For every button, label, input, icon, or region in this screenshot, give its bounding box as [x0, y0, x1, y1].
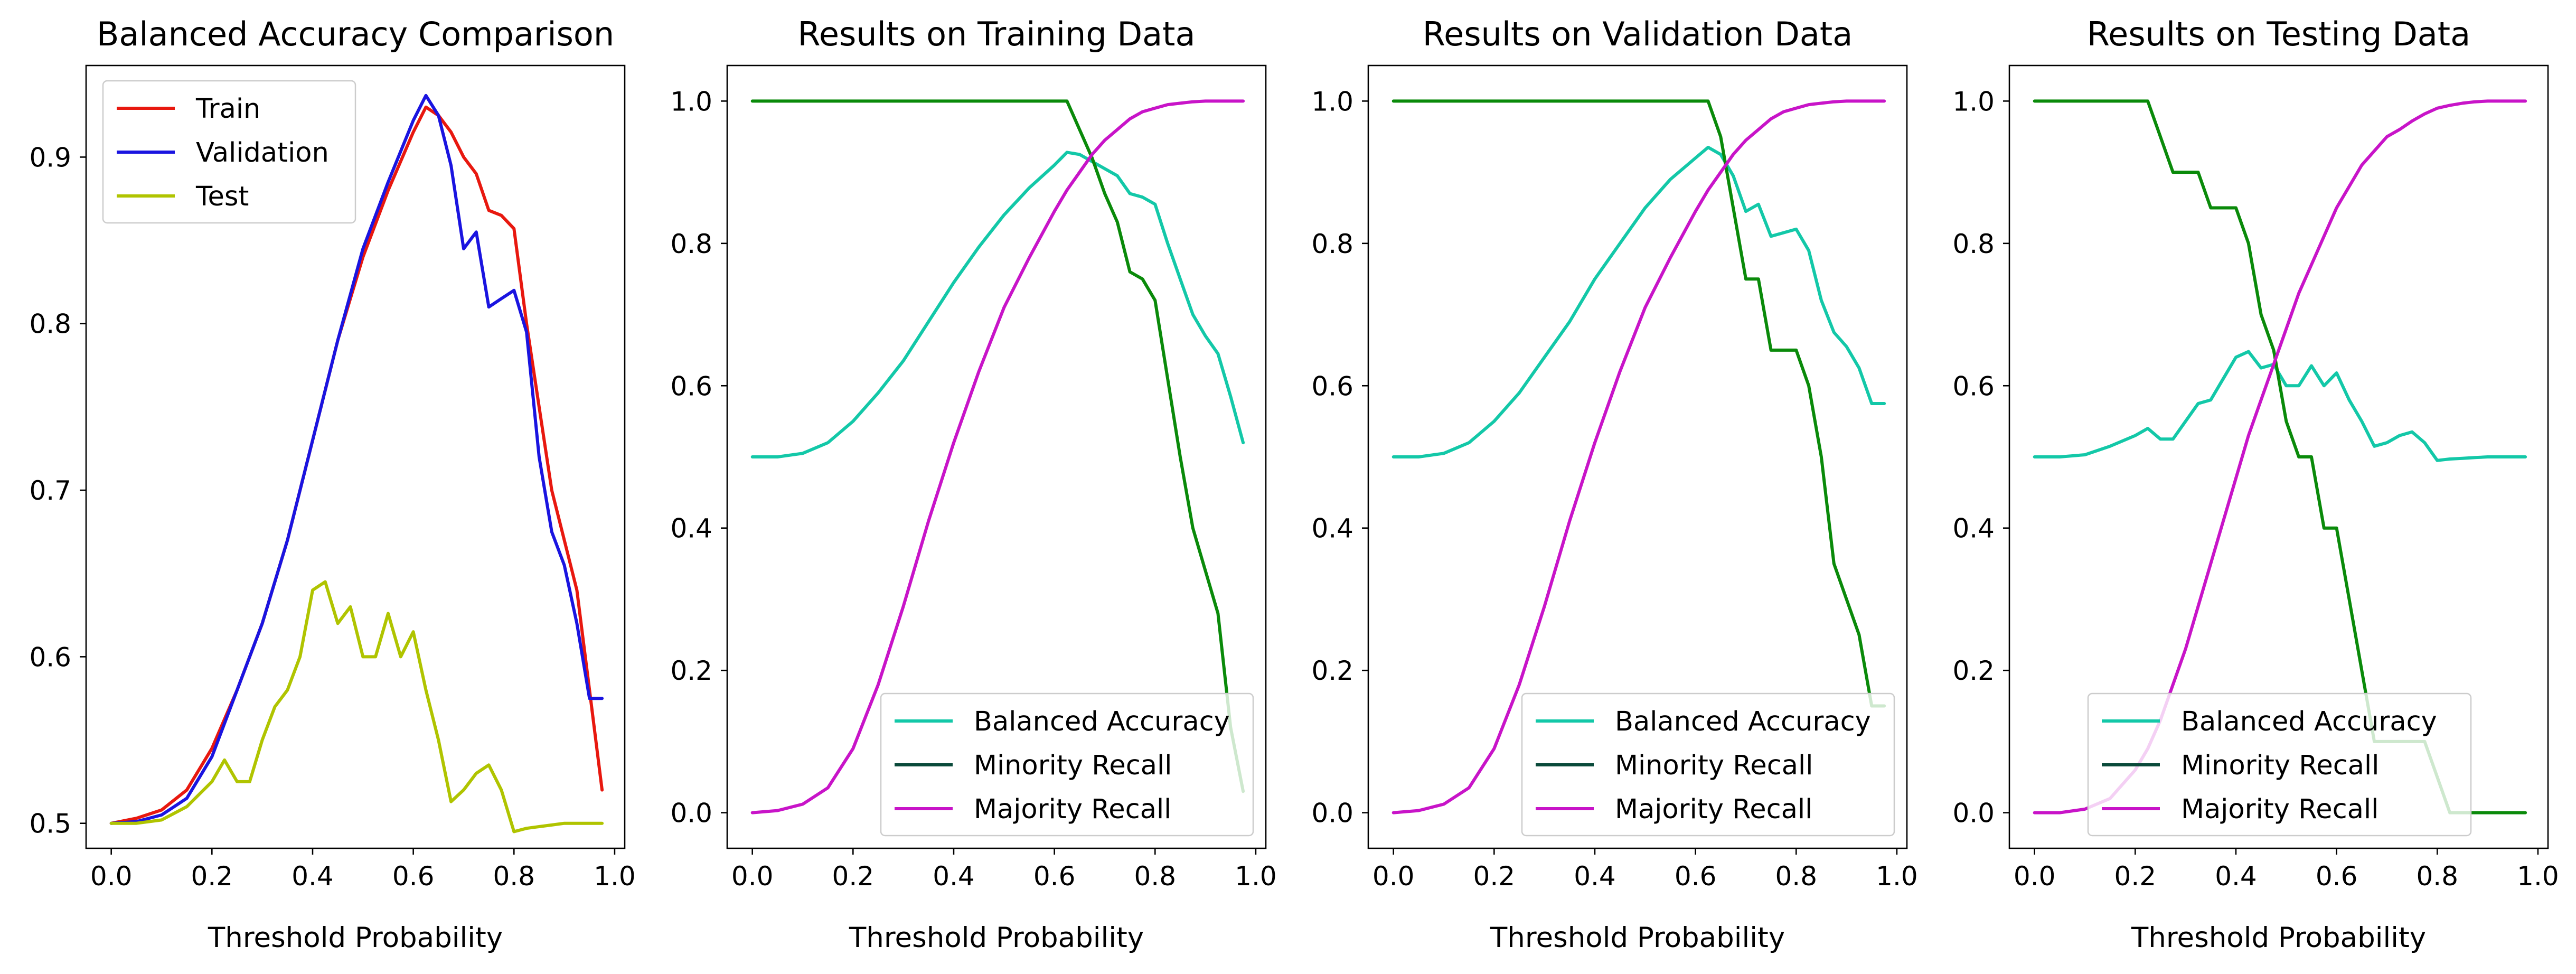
- y-tick-label: 0.4: [670, 513, 712, 544]
- x-tick-label: 0.4: [292, 861, 334, 892]
- y-tick-label: 0.7: [29, 475, 71, 506]
- y-tick-label: 0.9: [29, 142, 71, 173]
- series-line-balanced-accuracy: [2033, 350, 2527, 462]
- y-tick-label: 0.8: [1311, 229, 1353, 259]
- x-tick-label: 0.0: [2014, 861, 2056, 892]
- legend-label: Majority Recall: [974, 794, 1171, 825]
- legend-label: Minority Recall: [974, 750, 1172, 781]
- legend-label: Minority Recall: [2181, 750, 2379, 781]
- chart-title: Balanced Accuracy Comparison: [97, 15, 614, 53]
- legend-label: Balanced Accuracy: [1615, 706, 1871, 737]
- y-tick-label: 0.6: [1311, 371, 1353, 401]
- series-line-balanced-accuracy: [1392, 145, 1886, 458]
- x-tick-label: 0.8: [493, 861, 535, 892]
- y-tick-label: 0.8: [29, 309, 71, 340]
- legend: Train Validation Test: [102, 80, 356, 224]
- x-axis-label: Threshold Probability: [208, 922, 503, 954]
- panel-balanced-accuracy-comparison: Balanced Accuracy Comparison Threshold P…: [29, 15, 635, 954]
- x-tick-label: 1.0: [1876, 861, 1918, 892]
- x-tick-label: 0.2: [832, 861, 875, 892]
- plot-frame: [85, 64, 626, 849]
- panel-testing-results: Results on Testing Data Threshold Probab…: [1952, 15, 2559, 954]
- y-tick-label: 1.0: [670, 86, 712, 117]
- legend-box: [102, 80, 356, 224]
- y-tick-label: 0.0: [670, 798, 712, 829]
- legend-label: Test: [195, 181, 249, 212]
- x-tick-label: 1.0: [1235, 861, 1277, 892]
- legend-box: [1521, 692, 1895, 837]
- x-axis-label: Threshold Probability: [2131, 922, 2426, 954]
- y-tick-label: 0.4: [1952, 513, 1995, 544]
- y-tick-label: 0.6: [29, 642, 71, 672]
- x-tick-label: 0.4: [933, 861, 975, 892]
- x-tick-label: 0.6: [392, 861, 435, 892]
- legend-label: Balanced Accuracy: [974, 706, 1230, 737]
- y-tick-label: 0.2: [1311, 655, 1353, 686]
- legend: Balanced Accuracy Minority Recall Majority…: [880, 692, 1254, 837]
- series-line-validation: [109, 93, 604, 825]
- y-tick-label: 0.8: [1952, 229, 1995, 259]
- x-tick-label: 0.6: [1033, 861, 1076, 892]
- legend: Balanced Accuracy Minority Recall Majority…: [2087, 692, 2472, 837]
- y-tick-label: 0.2: [670, 655, 712, 686]
- panel-training-results: Results on Training Data Threshold Proba…: [670, 15, 1276, 954]
- x-axis-label: Threshold Probability: [1490, 922, 1785, 954]
- plot-frame: [2008, 64, 2549, 849]
- y-tick-label: 0.0: [1311, 798, 1353, 829]
- y-tick-label: 0.6: [1952, 371, 1995, 401]
- y-tick-label: 0.6: [670, 371, 712, 401]
- legend-label: Majority Recall: [2181, 794, 2378, 825]
- legend-label: Validation: [196, 137, 329, 168]
- panel-validation-results: Results on Validation Data Threshold Pro…: [1311, 15, 1917, 954]
- chart-title: Results on Testing Data: [2087, 15, 2470, 53]
- plot-frame: [726, 64, 1267, 849]
- y-tick-label: 0.4: [1311, 513, 1353, 544]
- series-line-majority-recall: [1392, 99, 1886, 814]
- series-line-majority-recall: [750, 99, 1245, 814]
- x-tick-label: 0.2: [191, 861, 233, 892]
- x-tick-label: 1.0: [2517, 861, 2559, 892]
- x-tick-label: 0.2: [2114, 861, 2157, 892]
- legend-box: [2087, 692, 2472, 837]
- y-tick-label: 1.0: [1952, 86, 1995, 117]
- x-tick-label: 0.6: [1675, 861, 1717, 892]
- legend-label: Train: [195, 93, 260, 125]
- x-tick-label: 0.0: [731, 861, 774, 892]
- series-line-minority-recall: [1392, 99, 1886, 708]
- series-line-test: [109, 580, 604, 833]
- x-axis-label: Threshold Probability: [849, 922, 1144, 954]
- legend: Balanced Accuracy Minority Recall Majority…: [1521, 692, 1895, 837]
- chart-title: Results on Training Data: [798, 15, 1196, 53]
- y-tick-label: 0.8: [670, 229, 712, 259]
- x-tick-label: 0.2: [1473, 861, 1516, 892]
- plot-frame: [1367, 64, 1908, 849]
- x-tick-label: 0.6: [2316, 861, 2358, 892]
- legend-label: Balanced Accuracy: [2181, 706, 2437, 737]
- chart-title: Results on Validation Data: [1423, 15, 1853, 53]
- x-tick-label: 1.0: [594, 861, 636, 892]
- x-tick-label: 0.0: [90, 861, 133, 892]
- legend-label: Minority Recall: [1615, 750, 1813, 781]
- legend-label: Majority Recall: [1615, 794, 1812, 825]
- y-tick-label: 1.0: [1311, 86, 1353, 117]
- x-tick-label: 0.0: [1372, 861, 1415, 892]
- x-tick-label: 0.8: [2417, 861, 2459, 892]
- x-tick-label: 0.4: [1574, 861, 1616, 892]
- y-tick-label: 0.2: [1952, 655, 1995, 686]
- series-line-minority-recall: [750, 99, 1245, 793]
- x-tick-label: 0.4: [2215, 861, 2257, 892]
- y-tick-label: 0.0: [1952, 798, 1995, 829]
- legend-box: [880, 692, 1254, 837]
- series-line-balanced-accuracy: [750, 151, 1245, 458]
- x-tick-label: 0.8: [1775, 861, 1818, 892]
- y-tick-label: 0.5: [29, 809, 71, 839]
- x-tick-label: 0.8: [1134, 861, 1177, 892]
